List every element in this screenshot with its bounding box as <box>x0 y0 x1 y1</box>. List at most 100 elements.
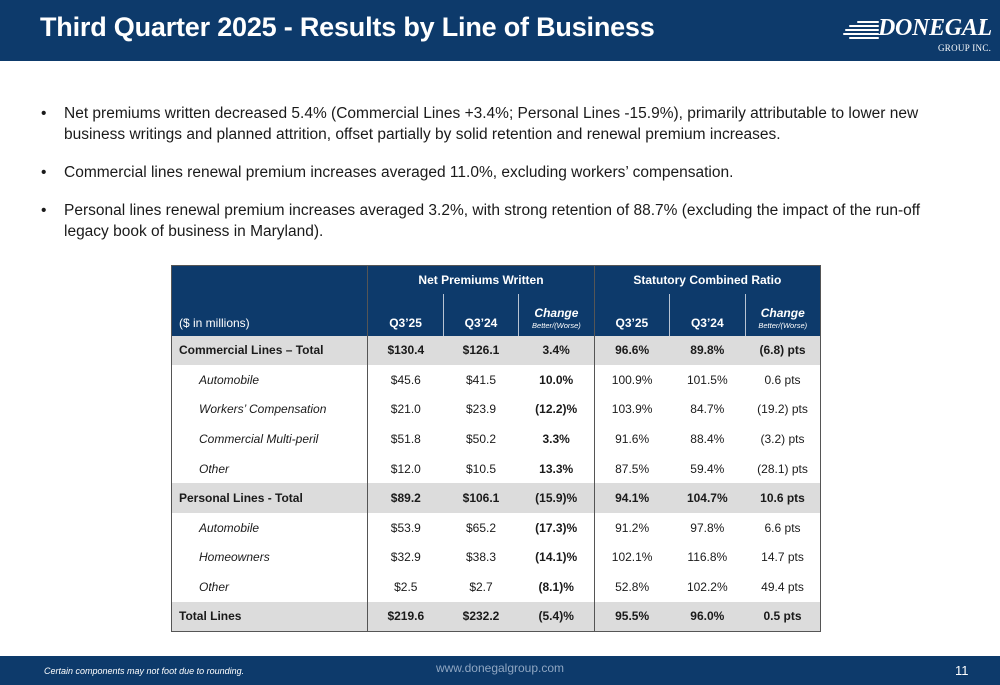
npw-q325-cell: $2.5 <box>394 580 418 595</box>
table-row: Workers’ Compensation $21.0 $23.9 (12.2)… <box>171 394 821 425</box>
scr-q325-cell: 96.6% <box>594 335 670 366</box>
scr-change-cell: 0.6 pts <box>764 372 801 387</box>
scr-q325-cell: 94.1% <box>594 483 670 514</box>
scr-q324-cell: 96.0% <box>669 601 746 632</box>
npw-change-cell: (15.9)% <box>518 483 595 514</box>
npw-q325-cell: $53.9 <box>390 520 421 535</box>
npw-change-cell: (5.4)% <box>518 601 595 632</box>
line-of-business-table: Net Premiums Written Statutory Combined … <box>171 265 821 632</box>
logo-subtitle: GROUP INC. <box>938 43 992 53</box>
scr-q324-cell: 116.8% <box>687 550 728 565</box>
table-corner-cell <box>171 265 369 294</box>
row-label: Other <box>171 453 369 484</box>
table-row: Automobile $45.6 $41.5 10.0% 100.9% 101.… <box>171 365 821 395</box>
npw-q324-cell: $41.5 <box>465 372 497 387</box>
scr-q325-cell: 91.2% <box>615 520 650 535</box>
website-link[interactable]: www.donegalgroup.com <box>435 661 565 675</box>
bullet-marker: • <box>41 164 47 181</box>
npw-q325-cell: $12.0 <box>390 461 421 476</box>
row-label: Other <box>171 572 369 602</box>
npw-change-cell: (8.1)% <box>518 572 595 602</box>
table-row-commercial-total: Commercial Lines – Total $130.4 $126.1 3… <box>171 335 821 366</box>
row-label: Homeowners <box>171 542 369 573</box>
npw-q325-cell: $21.0 <box>390 402 421 417</box>
row-label: Workers’ Compensation <box>171 394 369 425</box>
bullet-text: Net premiums written decreased 5.4% (Com… <box>64 105 919 143</box>
logo-wordmark: DONEGAL <box>878 15 992 41</box>
npw-q324-cell: $232.2 <box>443 601 519 632</box>
row-label: Automobile <box>171 513 369 543</box>
scr-change-label: Change <box>760 305 805 320</box>
npw-group-header: Net Premiums Written <box>367 265 595 294</box>
scr-q325-cell: 95.5% <box>594 601 670 632</box>
scr-q325-cell: 102.1% <box>611 550 653 565</box>
scr-q325-cell: 100.9% <box>611 372 653 387</box>
page-number: 11 <box>955 663 969 678</box>
donegal-logo: DONEGAL ® GROUP INC. <box>838 15 992 55</box>
scr-change-cell: (3.2) pts <box>760 432 805 447</box>
bullet-item: • Net premiums written decreased 5.4% (C… <box>40 103 960 145</box>
scr-change-cell: (6.8) pts <box>745 335 821 366</box>
bullet-item: • Commercial lines renewal premium incre… <box>40 162 960 183</box>
scr-change-cell: 0.5 pts <box>745 601 821 632</box>
table-row: Other $12.0 $10.5 13.3% 87.5% 59.4% (28.… <box>171 453 821 484</box>
npw-q324-cell: $126.1 <box>443 335 519 366</box>
npw-q324-cell: $2.7 <box>469 580 493 595</box>
table-row-personal-total: Personal Lines - Total $89.2 $106.1 (15.… <box>171 483 821 514</box>
bullet-text: Commercial lines renewal premium increas… <box>64 164 734 181</box>
rounding-footnote: Certain components may not foot due to r… <box>44 666 245 676</box>
scr-change-cell: 6.6 pts <box>764 520 801 535</box>
table-row: Other $2.5 $2.7 (8.1)% 52.8% 102.2% 49.4… <box>171 572 821 602</box>
row-label: Personal Lines - Total <box>171 483 369 514</box>
bullet-marker: • <box>41 105 47 122</box>
npw-change-cell: 13.3% <box>518 453 595 484</box>
npw-change-header: Change Better/(Worse) <box>518 293 595 336</box>
table-row-total-lines: Total Lines $219.6 $232.2 (5.4)% 95.5% 9… <box>171 601 821 632</box>
bullet-item: • Personal lines renewal premium increas… <box>40 200 960 242</box>
npw-change-label: Change <box>534 305 579 320</box>
table-row: Homeowners $32.9 $38.3 (14.1)% 102.1% 11… <box>171 542 821 573</box>
bullet-marker: • <box>41 202 47 219</box>
scr-change-header: Change Better/(Worse) <box>745 293 821 336</box>
npw-change-cell: 10.0% <box>518 365 595 395</box>
scr-q324-cell: 101.5% <box>686 372 728 387</box>
slide-title: Third Quarter 2025 - Results by Line of … <box>40 12 655 42</box>
scr-q325-cell: 87.5% <box>615 461 650 476</box>
scr-change-cell: (19.2) pts <box>757 402 808 417</box>
npw-change-cell: 3.4% <box>518 335 595 366</box>
slide-footer: Certain components may not foot due to r… <box>0 656 1000 685</box>
scr-q324-cell: 104.7% <box>669 483 746 514</box>
scr-change-cell: 10.6 pts <box>745 483 821 514</box>
slide-header: Third Quarter 2025 - Results by Line of … <box>0 0 1000 61</box>
npw-q324-cell: $38.3 <box>465 550 497 565</box>
table-row: Automobile $53.9 $65.2 (17.3)% 91.2% 97.… <box>171 513 821 543</box>
table-column-header-row: ($ in millions) Q3’25 Q3’24 Change Bette… <box>171 293 821 336</box>
table-group-header-row: Net Premiums Written Statutory Combined … <box>171 265 821 294</box>
units-header: ($ in millions) <box>171 293 369 336</box>
scr-q324-cell: 59.4% <box>690 461 725 476</box>
scr-change-cell: (28.1) pts <box>757 461 808 476</box>
npw-q324-cell: $23.9 <box>465 402 497 417</box>
scr-q325-cell: 103.9% <box>611 402 653 417</box>
npw-change-cell: (17.3)% <box>518 513 595 543</box>
bullet-text: Personal lines renewal premium increases… <box>64 202 921 240</box>
scr-q324-cell: 97.8% <box>690 520 725 535</box>
npw-change-cell: (14.1)% <box>518 542 595 573</box>
row-label: Automobile <box>171 365 369 395</box>
row-label: Total Lines <box>171 601 369 632</box>
npw-q325-cell: $130.4 <box>367 335 444 366</box>
npw-change-cell: (12.2)% <box>518 394 595 425</box>
scr-q325-cell: 91.6% <box>615 432 650 447</box>
scr-change-cell: 14.7 pts <box>761 550 804 565</box>
logo-lines-icon <box>841 21 879 43</box>
npw-q324-cell: $50.2 <box>465 432 497 447</box>
npw-q325-cell: $89.2 <box>367 483 444 514</box>
npw-q325-cell: $45.6 <box>390 372 421 387</box>
scr-q324-cell: 89.8% <box>669 335 746 366</box>
row-label: Commercial Multi-peril <box>171 424 369 454</box>
npw-q325-cell: $51.8 <box>390 432 421 447</box>
npw-q325-header: Q3’25 <box>367 293 444 336</box>
npw-q325-cell: $32.9 <box>390 550 421 565</box>
scr-change-cell: 49.4 pts <box>761 580 804 595</box>
npw-q325-cell: $219.6 <box>367 601 444 632</box>
